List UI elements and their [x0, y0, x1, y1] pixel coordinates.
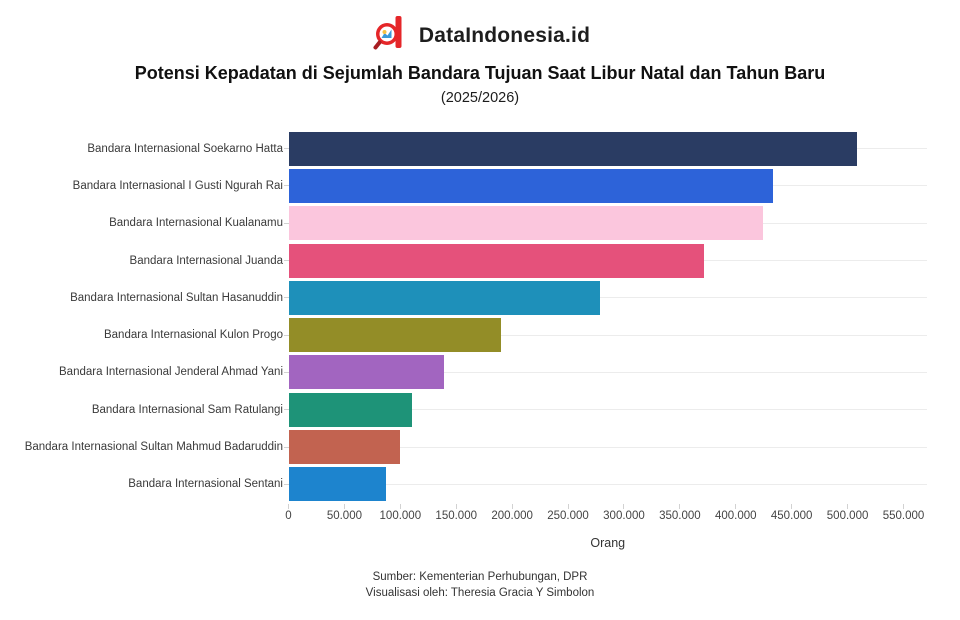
bar	[288, 392, 412, 427]
bar	[288, 206, 763, 241]
y-tick-mark	[283, 260, 289, 262]
chart-title: Potensi Kepadatan di Sejumlah Bandara Tu…	[134, 63, 826, 83]
bar	[288, 168, 773, 203]
visualization-credit: Visualisasi oleh: Theresia Gracia Y Simb…	[365, 586, 595, 599]
y-tick-mark	[283, 483, 289, 485]
footer: Sumber: Kementerian Perhubungan, DPR Vis…	[0, 570, 960, 601]
x-tick-mark	[735, 503, 737, 509]
x-tick-label: 50.000	[326, 510, 362, 522]
x-tick-mark	[903, 503, 904, 509]
x-tick-mark	[511, 503, 513, 509]
x-tick-label: 200.000	[491, 510, 533, 522]
gridline	[288, 297, 927, 299]
chart-subtitle: (2025/2026)	[440, 90, 520, 106]
category-label: Bandara Internasional Juanda	[129, 254, 283, 267]
x-tick-label: 250.000	[547, 510, 589, 522]
category-label: Bandara Internasional Kualanamu	[109, 217, 283, 230]
x-tick-label: 350.000	[659, 510, 701, 522]
x-tick-mark	[623, 503, 625, 509]
x-tick-mark	[343, 503, 345, 509]
gridline	[288, 334, 927, 336]
x-tick-label: 400.000	[714, 510, 757, 522]
category-label: Bandara Internasional Kulon Progo	[103, 329, 283, 342]
x-tick-mark	[399, 503, 401, 509]
bar	[288, 280, 601, 315]
x-tick-label: 450.000	[770, 510, 813, 522]
brand-header: DataIndonesia.id	[0, 13, 960, 58]
y-tick-mark	[283, 222, 289, 224]
category-label: Bandara Internasional Soekarno Hatta	[87, 142, 283, 155]
y-tick-mark	[283, 371, 289, 373]
x-tick-label: 500.000	[826, 510, 869, 522]
plot-area	[288, 130, 927, 503]
x-tick-mark	[679, 503, 681, 509]
bar	[288, 131, 857, 166]
y-tick-mark	[283, 334, 289, 336]
source-credit: Sumber: Kementerian Perhubungan, DPR	[372, 571, 588, 583]
gridline	[288, 483, 927, 485]
bar	[288, 355, 444, 390]
dataindonesia-logo-icon	[370, 13, 410, 58]
x-tick-mark	[455, 503, 457, 509]
category-label: Bandara Internasional Jenderal Ahmad Yan…	[59, 366, 283, 379]
x-tick-label: 150.000	[435, 510, 478, 522]
x-tick-mark	[567, 503, 569, 509]
x-tick-mark	[791, 503, 793, 509]
bar	[288, 243, 705, 278]
gridline	[288, 409, 927, 411]
x-tick-label: 100.000	[379, 510, 422, 522]
y-tick-mark	[283, 446, 289, 448]
x-axis-title: Orang	[590, 536, 626, 550]
y-tick-mark	[283, 409, 289, 411]
brand-name: DataIndonesia.id	[418, 23, 591, 47]
x-tick-mark	[847, 503, 849, 509]
x-tick-label: 550.000	[882, 510, 925, 522]
bar	[288, 467, 386, 502]
category-label: Bandara Internasional Sam Ratulangi	[91, 403, 283, 416]
category-label: Bandara Internasional I Gusti Ngurah Rai	[72, 179, 283, 192]
y-tick-mark	[283, 297, 289, 299]
x-tick-label: 0	[285, 510, 292, 522]
bar	[288, 430, 401, 465]
x-tick-label: 300.000	[603, 510, 645, 522]
y-tick-mark	[283, 148, 289, 150]
y-tick-mark	[283, 185, 289, 187]
x-tick-mark	[288, 503, 289, 509]
bar	[288, 318, 501, 353]
category-label: Bandara Internasional Sultan Mahmud Bada…	[24, 441, 283, 454]
gridline	[288, 446, 927, 448]
category-label: Bandara Internasional Sultan Hasanuddin	[70, 291, 283, 304]
gridline	[288, 371, 927, 373]
category-label: Bandara Internasional Sentani	[128, 478, 283, 491]
